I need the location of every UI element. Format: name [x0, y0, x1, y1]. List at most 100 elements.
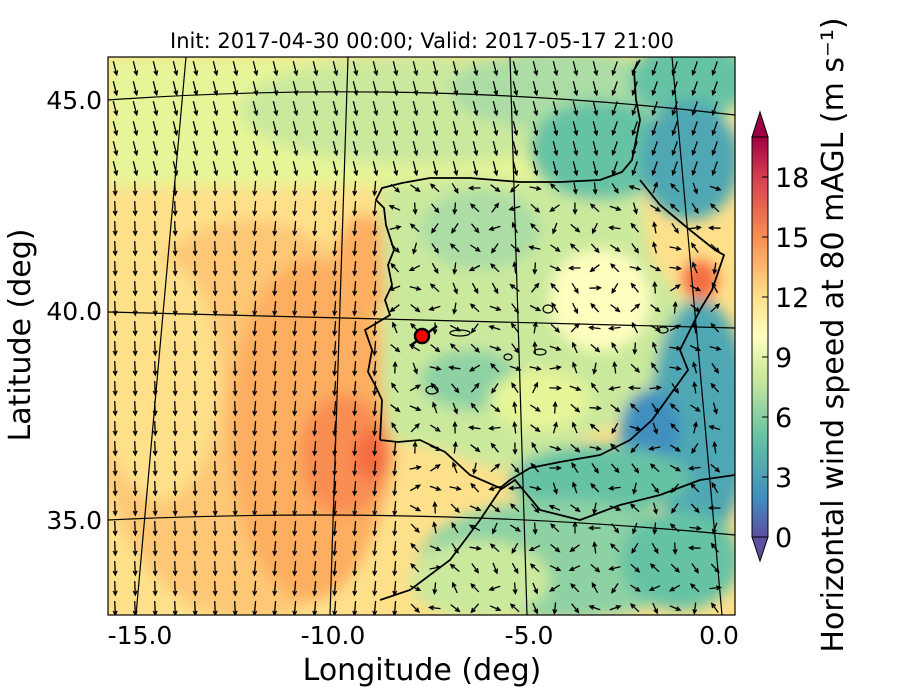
wind-vector-arrow — [709, 345, 722, 351]
wind-vector-arrow — [372, 580, 378, 597]
wind-vector-arrow — [469, 303, 480, 313]
wind-vector-arrow — [312, 540, 318, 557]
wind-vector-arrow — [252, 340, 258, 357]
wind-vector-arrow — [452, 282, 458, 295]
wind-vector-arrow — [588, 525, 601, 531]
wind-vector-arrow — [689, 225, 702, 231]
wind-vector-arrow — [611, 341, 619, 354]
wind-vector-arrow — [312, 400, 318, 417]
wind-vector-arrow — [192, 220, 198, 237]
wind-vector-arrow — [451, 182, 459, 195]
wind-vector-arrow — [132, 380, 138, 397]
wind-vector-arrow — [470, 382, 480, 393]
colorbar-extend-max — [751, 110, 769, 138]
wind-vector-arrow — [352, 560, 358, 577]
wind-vector-arrow — [471, 282, 479, 295]
wind-vector-arrow — [549, 445, 562, 451]
wind-vector-arrow — [691, 161, 698, 177]
wind-vector-arrow — [652, 502, 658, 515]
wind-vector-arrow — [550, 282, 560, 293]
wind-vector-arrow — [352, 400, 358, 417]
wind-vector-arrow — [610, 244, 621, 252]
wind-vector-arrow — [508, 205, 521, 211]
wind-vector-arrow — [710, 463, 721, 473]
wind-vector-arrow — [472, 141, 479, 157]
wind-vector-arrow — [372, 480, 378, 497]
wind-vector-arrow — [132, 480, 138, 497]
wind-vector-arrow — [449, 563, 460, 573]
wind-vector-arrow — [292, 580, 298, 597]
x-tick-minus10: -10.0 — [301, 621, 366, 650]
wind-vector-arrow — [312, 600, 318, 615]
wind-vector-arrow — [272, 460, 278, 477]
wind-vector-arrow — [152, 200, 158, 217]
wind-vector-arrow — [352, 200, 358, 217]
wind-vector-arrow — [611, 61, 618, 77]
wind-vector-arrow — [610, 404, 621, 413]
wind-vector-arrow — [132, 101, 139, 117]
wind-vector-arrow — [452, 202, 458, 215]
wind-vector-arrow — [670, 423, 680, 433]
wind-vector-arrow — [372, 81, 379, 97]
wind-vector-arrow — [710, 563, 720, 574]
wind-vector-arrow — [710, 243, 721, 253]
wind-vector-arrow — [332, 440, 338, 457]
wind-vector-arrow — [132, 180, 138, 197]
wind-vector-arrow — [452, 302, 458, 315]
wind-vector-arrow — [592, 541, 598, 554]
wind-vector-arrow — [132, 121, 139, 137]
wind-vector-arrow — [112, 320, 118, 337]
wind-vector-arrow — [312, 180, 318, 197]
wind-vector-arrow — [232, 520, 238, 537]
wind-vector-arrow — [252, 141, 259, 157]
wind-vector-arrow — [332, 180, 338, 197]
wind-vector-arrow — [708, 225, 721, 231]
colorbar-label: Horizontal wind speed at 80 mAGL (m s⁻¹) — [816, 17, 851, 652]
wind-vector-arrow — [272, 220, 278, 237]
wind-vector-arrow — [252, 600, 258, 615]
wind-vector-arrow — [452, 441, 458, 454]
wind-vector-arrow — [172, 400, 178, 417]
wind-vector-arrow — [571, 421, 578, 434]
wind-vector-arrow — [528, 545, 541, 552]
wind-vector-arrow — [589, 423, 600, 432]
wind-vector-arrow — [232, 560, 238, 577]
wind-vector-arrow — [428, 305, 441, 311]
wind-vector-arrow — [312, 580, 318, 597]
wind-vector-arrow — [691, 101, 698, 117]
wind-vector-arrow — [391, 321, 398, 334]
wind-vector-arrow — [232, 141, 239, 157]
wind-vector-arrow — [569, 544, 580, 553]
wind-vector-arrow — [232, 161, 239, 177]
colorbar-tick-label: 18 — [775, 163, 809, 194]
wind-vector-arrow — [530, 462, 540, 473]
wind-vector-arrow — [651, 542, 659, 555]
wind-vector-arrow — [132, 320, 138, 337]
wind-vector-arrow — [132, 600, 138, 615]
wind-vector-arrow — [412, 141, 419, 157]
wind-vector-arrow — [470, 323, 479, 334]
wind-vector-arrow — [232, 480, 238, 497]
wind-vector-arrow — [452, 101, 459, 117]
wind-vector-arrow — [272, 360, 278, 377]
wind-vector-arrow — [192, 300, 198, 317]
wind-vector-arrow — [212, 161, 219, 177]
wind-vector-arrow — [492, 61, 499, 77]
wind-vector-arrow — [292, 220, 298, 237]
wind-vector-arrow — [590, 382, 599, 393]
coastlines — [363, 59, 735, 601]
wind-vector-arrow — [467, 425, 481, 431]
wind-vector-arrow — [172, 560, 178, 577]
wind-vector-arrow — [112, 101, 119, 117]
wind-vector-arrow — [292, 540, 298, 557]
wind-vector-arrow — [352, 340, 358, 357]
wind-vector-arrow — [631, 542, 639, 554]
wind-vector-arrow — [112, 440, 118, 457]
wind-vector-arrow — [372, 300, 378, 317]
wind-vector-arrow — [152, 500, 158, 517]
wind-vector-arrow — [489, 263, 500, 273]
wind-vector-arrow — [352, 220, 358, 237]
wind-vector-arrow — [568, 265, 581, 271]
wind-vector-arrow — [609, 505, 622, 512]
wind-vector-arrow — [332, 540, 338, 557]
